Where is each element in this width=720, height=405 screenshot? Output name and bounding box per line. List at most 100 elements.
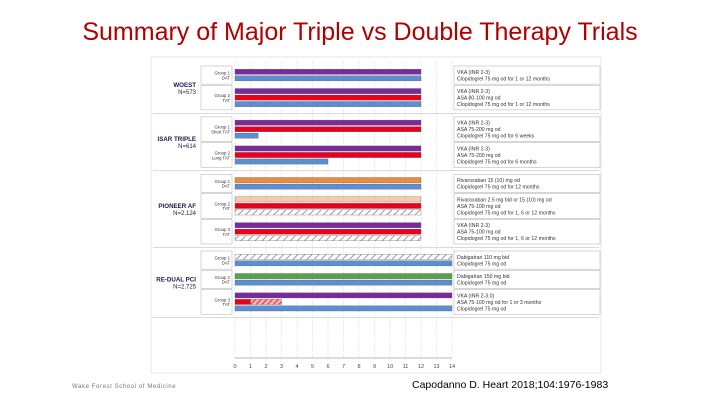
group-label-box (200, 85, 233, 111)
trial-sample-size: N=614 (178, 144, 197, 150)
drug-regimen-text: VKA (INR 2-3.0) (457, 293, 494, 299)
group-label: Group 3 (214, 297, 230, 302)
citation: Capodanno D. Heart 2018;104:1976-1983 (412, 379, 609, 391)
group-arm-label: DAT (222, 75, 231, 80)
drug-regimen-text: Clopidogrel 75 mg od for 12 months (457, 185, 540, 191)
drug-regimen-box (453, 65, 601, 85)
therapy-bar (234, 88, 422, 94)
trial-sample-size: N=2,725 (173, 285, 197, 291)
drug-regimen-text: Rivaroxaban 15 (10) mg od (457, 178, 520, 184)
group-label: Group 2 (214, 93, 230, 98)
x-tick-label: 14 (449, 364, 455, 370)
drug-regimen-text: ASA 75-100 mg od for 1 or 3 months (457, 300, 542, 306)
therapy-bar (234, 119, 422, 126)
drug-regimen-box (453, 193, 601, 219)
x-tick-label: 7 (342, 364, 345, 370)
group-label: Group 2 (214, 151, 230, 156)
trial-sample-size: N=573 (178, 90, 197, 96)
drug-regimen-text: Clopidogrel 75 mg od for 1 or 12 months (457, 76, 550, 82)
therapy-bar (234, 183, 422, 190)
trial-name: WOEST (173, 82, 196, 89)
group-label-box (200, 250, 233, 270)
drug-regimen-box (453, 270, 601, 289)
group-label-box (200, 116, 233, 142)
therapy-bar (234, 94, 422, 101)
group-arm-label: TAT (223, 98, 231, 103)
therapy-bar (234, 203, 422, 209)
x-tick-label: 12 (418, 364, 424, 370)
group-label-box (200, 65, 233, 85)
therapy-bar (234, 209, 422, 216)
drug-regimen-text: Clopidogrel 75 mg od for 6 months (457, 160, 537, 166)
x-tick-label: 4 (295, 364, 298, 370)
therapy-bar (234, 69, 422, 75)
drug-regimen-text: Clopidogrel 75 mg od (457, 281, 506, 287)
therapy-bar (234, 260, 453, 267)
trial-name: RE-DUAL PCI (156, 277, 196, 284)
group-arm-label: TAT (223, 232, 231, 237)
x-tick-label: 9 (373, 364, 376, 370)
therapy-bar (234, 279, 453, 286)
drug-regimen-box (453, 142, 601, 168)
therapy-bar (234, 299, 251, 305)
drug-regimen-box (453, 289, 601, 315)
group-label-box (200, 193, 233, 219)
therapy-bar (234, 254, 453, 260)
therapy-bar (234, 228, 422, 235)
group-arm-label: DAT (222, 260, 231, 265)
drug-regimen-text: Clopidogrel 75 mg od (457, 306, 506, 312)
therapy-bar (234, 177, 422, 183)
slide-title: Summary of Major Triple vs Double Therap… (82, 18, 638, 46)
drug-regimen-box (453, 85, 601, 111)
therapy-bar (234, 132, 259, 139)
drug-regimen-box (453, 116, 601, 142)
drug-regimen-text: ASA 75-200 mg od (457, 127, 501, 133)
therapy-bar (234, 222, 422, 228)
group-label-box (200, 270, 233, 289)
drug-regimen-text: Clopidogrel 75 mg od (457, 261, 506, 267)
trial-sample-size: N=2,124 (173, 211, 197, 217)
x-tick-label: 11 (403, 364, 409, 370)
therapy-bar (234, 196, 422, 203)
x-tick-label: 10 (387, 364, 393, 370)
group-label-box (200, 174, 233, 193)
x-tick-label: 0 (233, 364, 236, 370)
group-arm-label: Short TAT (211, 130, 230, 135)
x-tick-label: 6 (326, 364, 329, 370)
therapy-bar (234, 126, 422, 132)
group-label: Group 1 (214, 179, 230, 184)
group-label: Group 1 (214, 125, 230, 130)
therapy-bar (234, 158, 329, 165)
drug-regimen-box (453, 174, 601, 193)
trial-name: ISAR TRIPLE (157, 136, 196, 143)
x-tick-label: 3 (280, 364, 283, 370)
drug-regimen-text: Dabigatran 110 mg bid (457, 255, 509, 261)
therapy-bar (234, 292, 453, 299)
drug-regimen-text: VKA (INR 2-3) (457, 147, 490, 153)
drug-regimen-text: Clopidogrel 75 mg od for 6 weeks (457, 134, 535, 140)
drug-regimen-text: Dabigatran 150 mg bid (457, 274, 510, 280)
group-label-box (200, 142, 233, 168)
group-label-box (200, 219, 233, 245)
group-label: Group 2 (214, 201, 230, 206)
therapy-bar (234, 273, 453, 279)
drug-regimen-box (453, 250, 601, 270)
therapy-bar (234, 152, 422, 158)
x-tick-label: 8 (357, 364, 360, 370)
group-arm-label: DAT (222, 280, 231, 285)
group-arm-label: DAT (222, 184, 231, 189)
group-arm-label: TAT (223, 302, 231, 307)
drug-regimen-text: VKA (INR 2-3) (457, 70, 490, 76)
therapy-bar (234, 145, 422, 152)
drug-regimen-text: ASA 75-100 mg od (457, 230, 501, 236)
drug-regimen-text: VKA (INR 2-3) (457, 89, 490, 95)
drug-regimen-text: Clopidogrel 75 mg od for 1, 6 or 12 mont… (457, 236, 556, 242)
group-label: Group 3 (214, 227, 230, 232)
x-tick-label: 1 (249, 364, 252, 370)
institution-footer: Wake Forest School of Medicine (72, 384, 177, 390)
x-tick-label: 5 (311, 364, 314, 370)
therapy-bar (234, 75, 422, 82)
drug-regimen-text: ASA 80-100 mg od (457, 96, 501, 102)
group-label: Group 2 (214, 275, 230, 280)
